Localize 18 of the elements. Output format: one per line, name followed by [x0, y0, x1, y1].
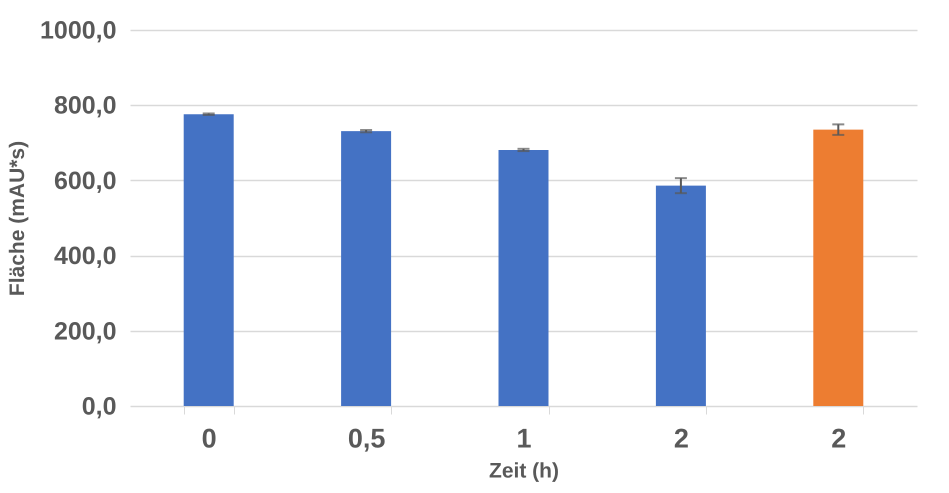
x-tick-label: 0,5: [348, 424, 386, 454]
y-tick-label: 200,0: [54, 317, 116, 346]
y-tick-label: 1000,0: [40, 16, 116, 44]
y-tick-label: 0,0: [82, 392, 116, 420]
bar: [813, 130, 864, 406]
y-tick-label: 400,0: [54, 242, 116, 270]
x-tick-label: 0: [202, 424, 217, 454]
bar: [341, 131, 392, 406]
x-tick-label: 1: [516, 424, 532, 454]
y-axis-title: Fläche (mAU*s): [6, 140, 30, 296]
bar: [656, 186, 706, 406]
x-axis-title: Zeit (h): [489, 460, 559, 482]
y-tick-label: 800,0: [54, 92, 116, 120]
bar: [184, 114, 234, 406]
y-tick-label: 600,0: [54, 166, 116, 195]
x-tick-label: 2: [831, 424, 846, 454]
x-tick-label: 2: [674, 424, 689, 454]
bar: [498, 150, 548, 406]
